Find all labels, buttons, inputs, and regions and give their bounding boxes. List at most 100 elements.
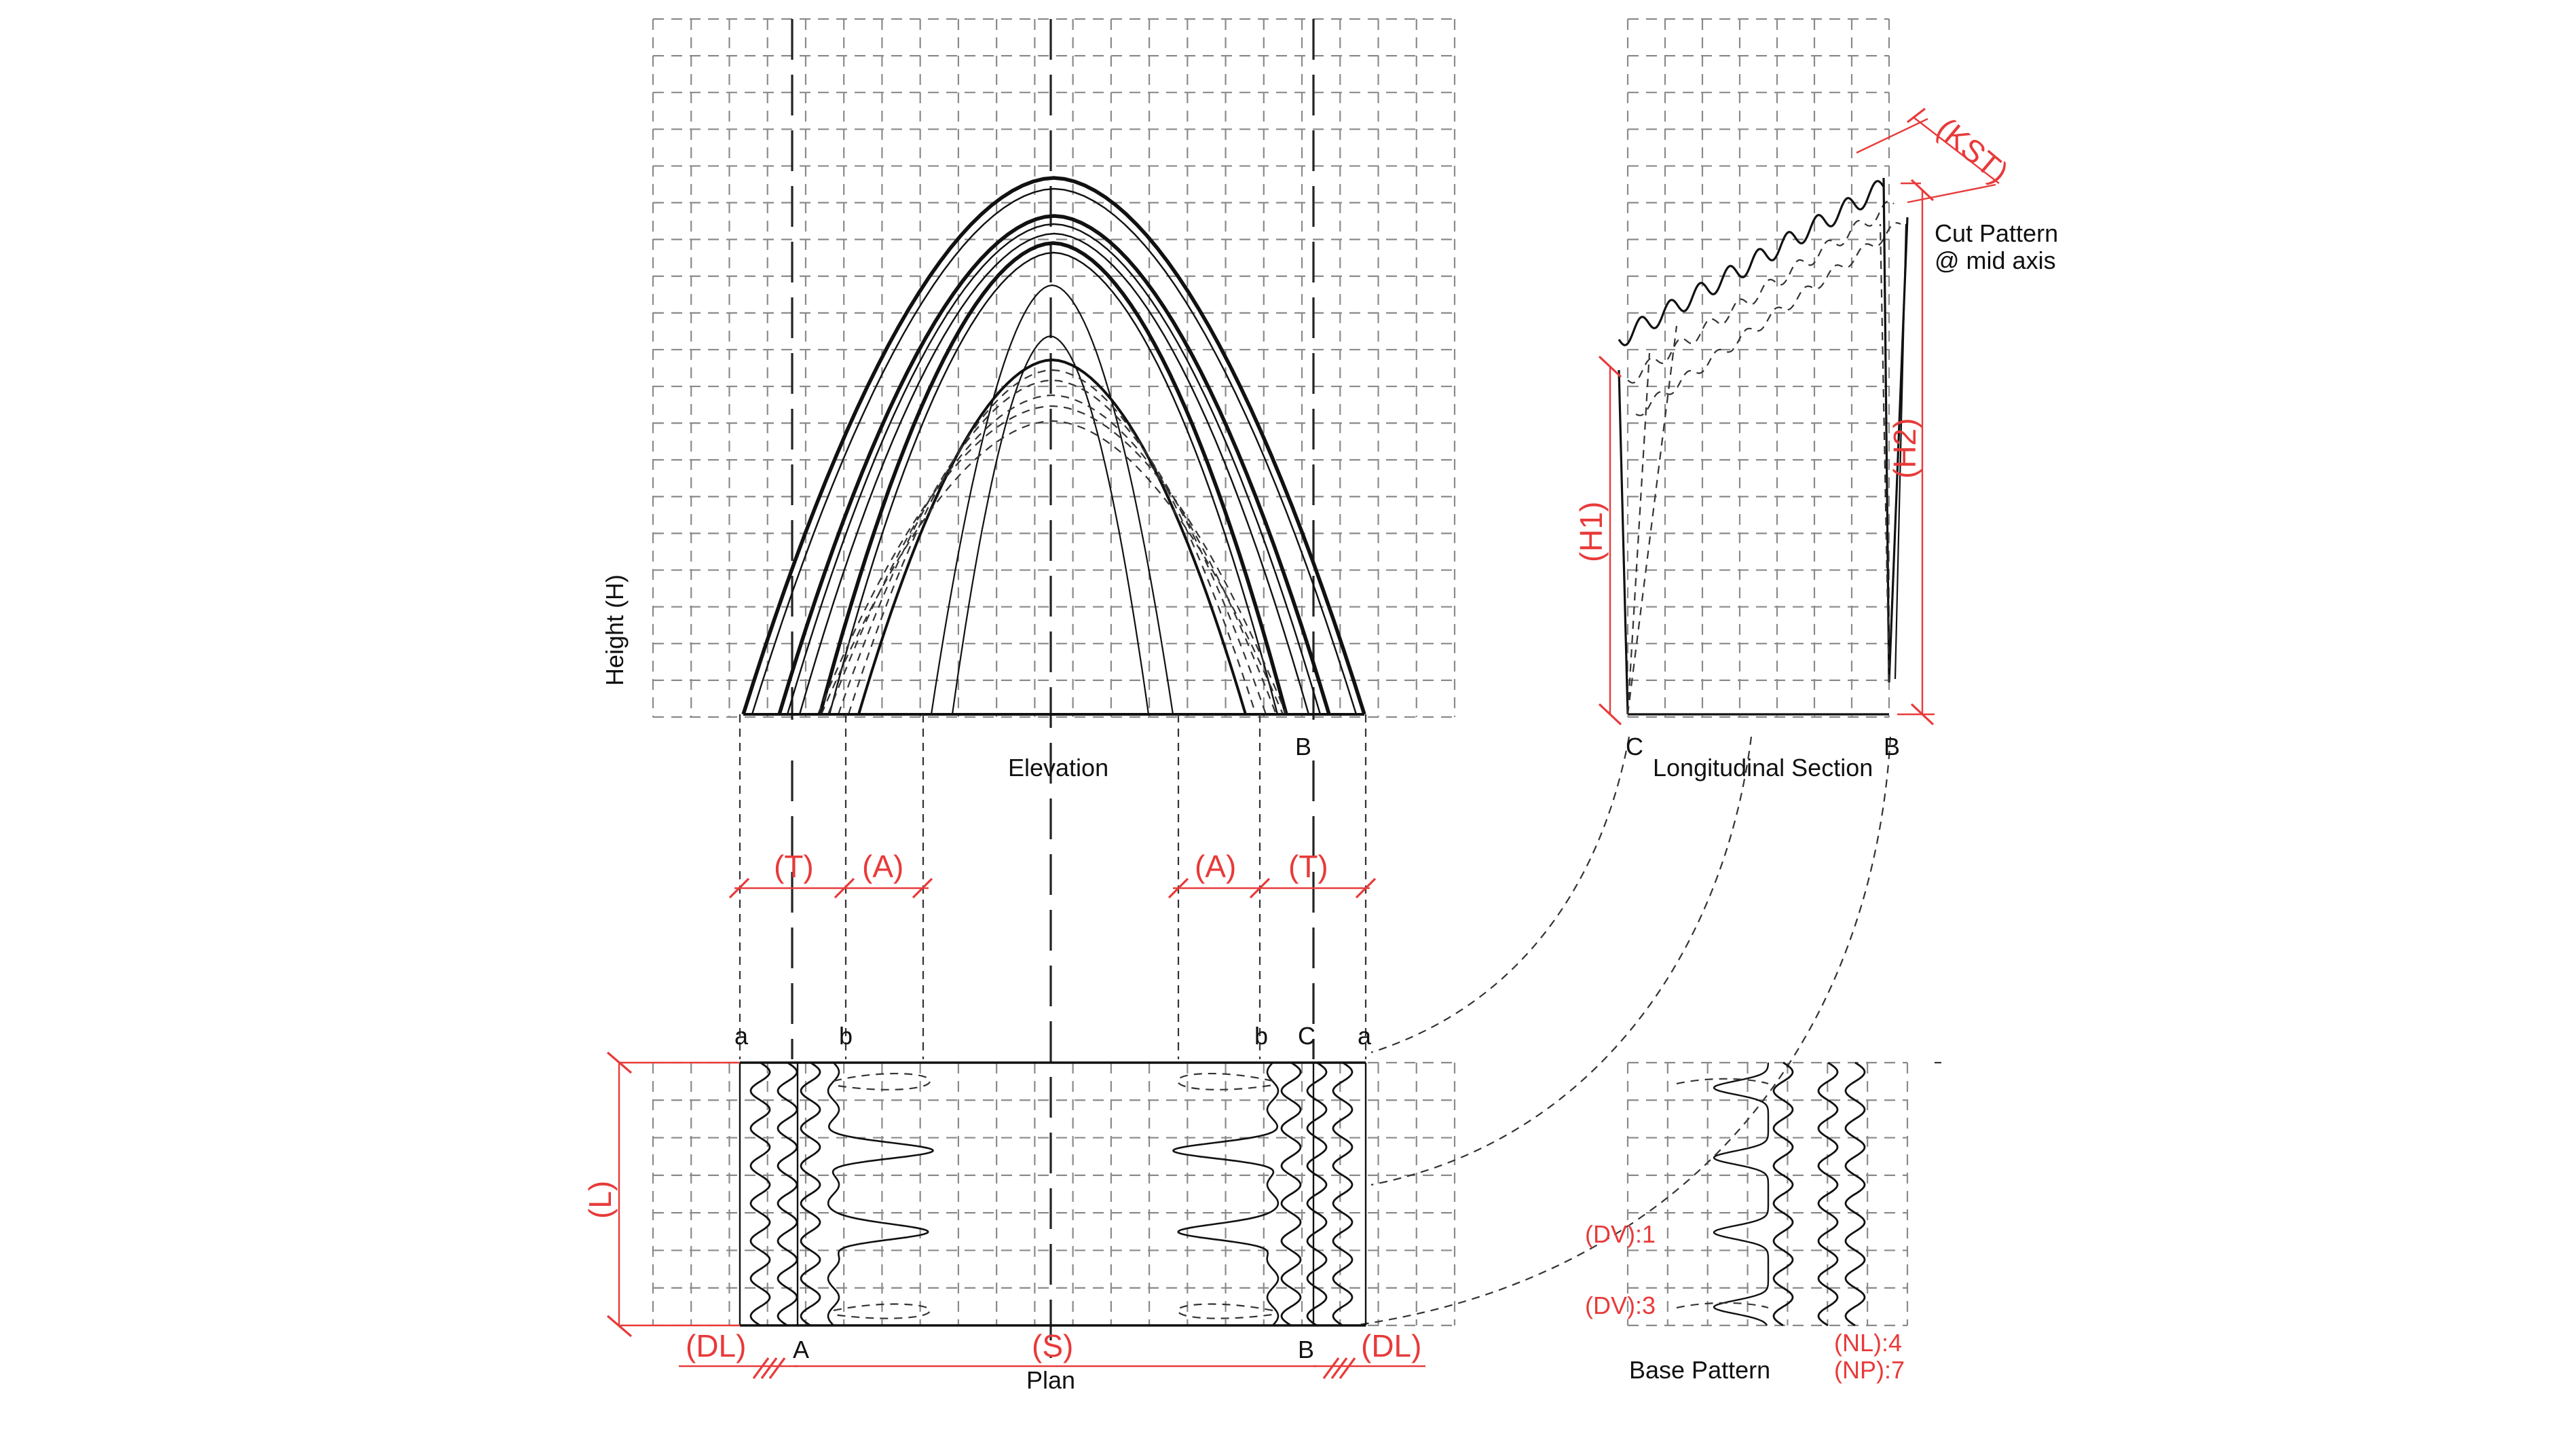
base-pattern-waves bbox=[1676, 1061, 1866, 1327]
lobe-hidden bbox=[1176, 1072, 1273, 1090]
plan-view bbox=[739, 1061, 1367, 1327]
dim-label-h1: (H1) bbox=[1573, 502, 1609, 562]
arch-curve bbox=[817, 405, 1288, 715]
projection-arc-b bbox=[1354, 736, 1892, 1327]
cut-pattern-sublabel: @ mid axis bbox=[1935, 246, 2056, 274]
plan-grid bbox=[652, 1061, 1909, 1327]
wave-strip bbox=[1332, 1061, 1354, 1327]
dim-label-t-left: (T) bbox=[774, 849, 814, 884]
arch-curve bbox=[857, 358, 1247, 715]
arch-curve bbox=[837, 379, 1267, 715]
axis-lines bbox=[791, 19, 1315, 1358]
point-label-c-sect: C bbox=[1626, 733, 1643, 760]
dim-tick bbox=[752, 1357, 770, 1379]
dim-kst-ext bbox=[1907, 183, 1996, 204]
arch-curve bbox=[786, 223, 1322, 715]
plan-wave-strips bbox=[739, 1061, 1367, 1327]
dim-tick bbox=[1598, 703, 1622, 726]
section-wave-hidden bbox=[1635, 222, 1901, 416]
longitudinal-section-label: Longitudinal Section bbox=[1653, 754, 1873, 782]
arch-curve bbox=[751, 187, 1358, 715]
pattern-label-dv1: (DV):1 bbox=[1585, 1220, 1656, 1248]
dim-tick bbox=[1339, 1357, 1356, 1379]
section-edge-b3 bbox=[1894, 223, 1907, 680]
section-wave-crest bbox=[1618, 180, 1885, 346]
section-wave-hidden bbox=[1627, 200, 1894, 384]
dim-label-s: (S) bbox=[1032, 1328, 1073, 1363]
arch-curve bbox=[818, 241, 1288, 715]
longitudinal-section bbox=[1618, 177, 1909, 716]
dim-label-h2: (H2) bbox=[1887, 418, 1922, 479]
arch-curve bbox=[827, 394, 1277, 715]
arch-curve bbox=[828, 251, 1279, 715]
arch-curve bbox=[741, 176, 1366, 715]
elevation-arches bbox=[741, 176, 1366, 715]
base-hidden bbox=[1676, 1078, 1769, 1085]
dim-tick bbox=[1598, 355, 1622, 378]
point-label-B-plan: B bbox=[1298, 1336, 1314, 1363]
lobe-profile bbox=[827, 1062, 934, 1326]
wave-strip bbox=[1306, 1061, 1328, 1327]
arch-curve bbox=[847, 369, 1257, 715]
projection-arc-mid bbox=[1370, 736, 1753, 1186]
pattern-label-np: (NP):7 bbox=[1834, 1356, 1905, 1384]
point-label-b-sect: B bbox=[1884, 733, 1900, 760]
point-label-a-right: a bbox=[1358, 1022, 1372, 1050]
plan-lobe-profiles bbox=[827, 1062, 1280, 1326]
section-hidden-line bbox=[1626, 352, 1651, 715]
pattern-label-nl: (NL):4 bbox=[1834, 1329, 1902, 1357]
dim-tick bbox=[1907, 107, 1926, 124]
arch-curve bbox=[930, 284, 1174, 715]
base-hidden bbox=[1676, 1302, 1769, 1309]
dimension-lines bbox=[606, 107, 2000, 1379]
section-edge-c bbox=[1618, 369, 1629, 715]
dim-kst-ext bbox=[1856, 117, 1928, 154]
base-pattern bbox=[1676, 1061, 1941, 1327]
wave-strip bbox=[1817, 1061, 1839, 1327]
section-hidden-line bbox=[1626, 325, 1678, 715]
dim-tick bbox=[1355, 877, 1377, 899]
wave-strip bbox=[1844, 1061, 1866, 1327]
dim-tick bbox=[912, 877, 933, 899]
section-hidden-line bbox=[1879, 223, 1890, 683]
dim-label-l: (L) bbox=[582, 1181, 618, 1219]
point-label-b-left: b bbox=[839, 1022, 853, 1050]
dim-label-a-left: (A) bbox=[862, 849, 903, 884]
dim-tick bbox=[760, 1357, 778, 1379]
dim-label-dl-left: (DL) bbox=[686, 1328, 746, 1363]
lobe-hidden bbox=[833, 1072, 931, 1090]
section-grid bbox=[1626, 18, 1890, 718]
dim-tick bbox=[1330, 1357, 1348, 1379]
height-axis-label: Height (H) bbox=[601, 574, 629, 686]
base-pattern-label: Base Pattern bbox=[1629, 1356, 1770, 1384]
dim-label-a-right: (A) bbox=[1195, 849, 1236, 884]
elevation-label: Elevation bbox=[1008, 754, 1108, 782]
point-label-A-plan: A bbox=[793, 1336, 809, 1363]
wave-strip bbox=[800, 1061, 821, 1327]
point-label-c-plan: C bbox=[1298, 1022, 1315, 1050]
dim-tick bbox=[1168, 877, 1189, 899]
arch-curve bbox=[951, 335, 1150, 715]
point-label-a-left: a bbox=[734, 1022, 749, 1050]
arch-curve bbox=[798, 232, 1310, 715]
dim-tick bbox=[728, 877, 750, 899]
point-label-b-right: b bbox=[1254, 1022, 1268, 1050]
arch-curve bbox=[777, 214, 1331, 715]
dim-label-dl-right: (DL) bbox=[1361, 1328, 1421, 1363]
base-lobe bbox=[1713, 1063, 1770, 1326]
dim-tick bbox=[606, 1051, 633, 1074]
point-label-b-elev: B bbox=[1295, 733, 1311, 760]
pattern-label-dv3: (DV):3 bbox=[1585, 1291, 1656, 1319]
lobe-hidden bbox=[1176, 1303, 1273, 1319]
lobe-profile bbox=[1172, 1062, 1280, 1326]
dim-tick bbox=[834, 877, 855, 899]
wave-strip bbox=[1772, 1061, 1794, 1327]
wave-strip bbox=[1280, 1061, 1302, 1327]
arch-curve bbox=[820, 420, 1284, 715]
wave-strip bbox=[777, 1061, 798, 1327]
wave-strip bbox=[749, 1061, 771, 1327]
dim-tick bbox=[1249, 877, 1271, 899]
elevation-grid bbox=[652, 18, 1456, 718]
